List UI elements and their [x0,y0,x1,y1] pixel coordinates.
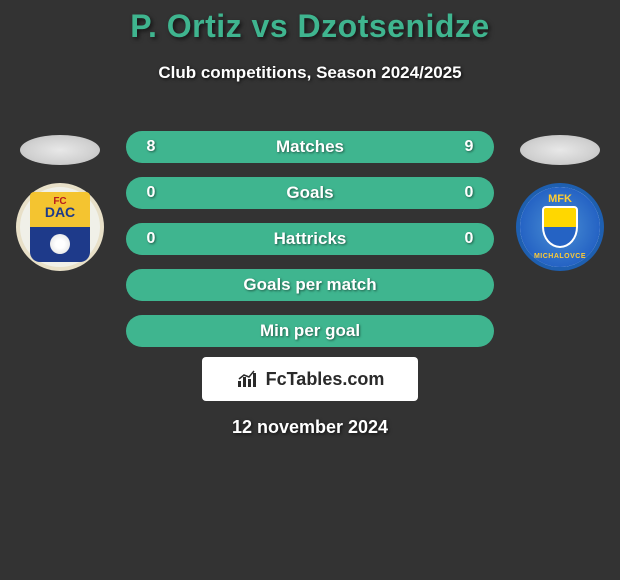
stat-left-value: 0 [144,184,158,202]
soccer-ball-icon [50,234,70,254]
stat-row-gpm: Goals per match [126,269,494,301]
stat-right-value: 9 [462,138,476,156]
badge-right-text-mfk: MFK [548,193,572,205]
bar-chart-icon [236,369,260,389]
stat-row-hattricks: 0 Hattricks 0 [126,223,494,255]
badge-right-inner: MFK MICHALOVCE [520,187,600,267]
stat-left-value: 8 [144,138,158,156]
stat-label: Matches [158,137,462,157]
comparison-card: P. Ortiz vs Dzotsenidze Club competition… [0,0,620,463]
stat-label: Min per goal [158,321,462,341]
club-badge-right: MFK MICHALOVCE [516,183,604,271]
stat-right-value: 0 [462,230,476,248]
main-area: FC DAC MFK MICHALOVCE 8 Matches 9 0 Goal… [0,123,620,463]
player-right-silhouette [520,135,600,165]
stat-label: Hattricks [158,229,462,249]
stat-label: Goals per match [158,275,462,295]
page-title: P. Ortiz vs Dzotsenidze [0,8,620,45]
stat-row-matches: 8 Matches 9 [126,131,494,163]
date-text: 12 november 2024 [0,417,620,438]
stat-label: Goals [158,183,462,203]
badge-left-text-dac: DAC [45,205,75,220]
badge-right-text-city: MICHALOVCE [534,253,586,261]
subtitle: Club competitions, Season 2024/2025 [0,63,620,83]
stat-left-value: 0 [144,230,158,248]
club-badge-left: FC DAC [16,183,104,271]
stat-row-goals: 0 Goals 0 [126,177,494,209]
stat-right-value: 0 [462,184,476,202]
stats-column: 8 Matches 9 0 Goals 0 0 Hattricks 0 Goal… [126,131,494,347]
watermark-text: FcTables.com [266,369,385,390]
stat-row-mpg: Min per goal [126,315,494,347]
badge-right-shield [542,206,578,248]
player-left-silhouette [20,135,100,165]
watermark: FcTables.com [202,357,418,401]
badge-left-shield: FC DAC [30,192,90,262]
